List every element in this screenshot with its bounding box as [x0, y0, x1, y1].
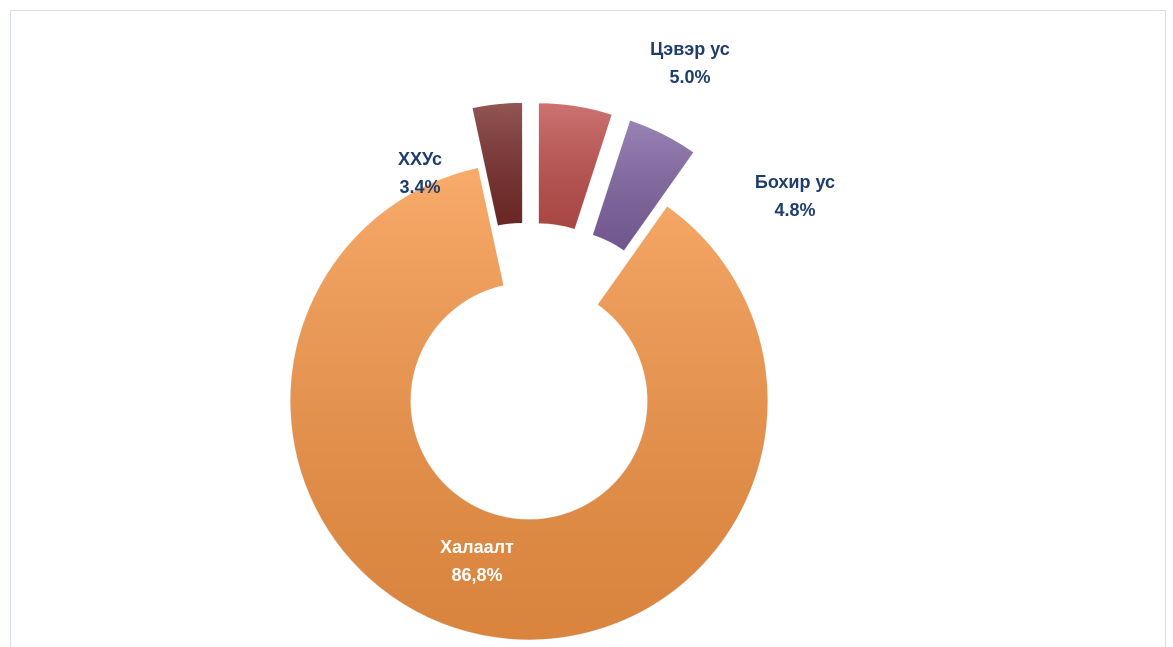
slice-category-label: Халаалт	[440, 537, 514, 557]
slice-value-label: 3.4%	[399, 177, 440, 197]
slice-category-label: ХХУс	[398, 149, 442, 169]
slice-category-label: Бохир ус	[755, 172, 835, 192]
slice-shade	[538, 102, 613, 230]
slice-shade	[592, 120, 694, 252]
slice-shade	[471, 102, 523, 227]
slice-value-label: 4.8%	[774, 200, 815, 220]
slice-category-label: Цэвэр ус	[650, 39, 730, 59]
slice-value-label: 5.0%	[669, 67, 710, 87]
chart-border	[10, 10, 1166, 647]
slice-shade	[290, 167, 768, 640]
slice-value-label: 86,8%	[451, 565, 502, 585]
